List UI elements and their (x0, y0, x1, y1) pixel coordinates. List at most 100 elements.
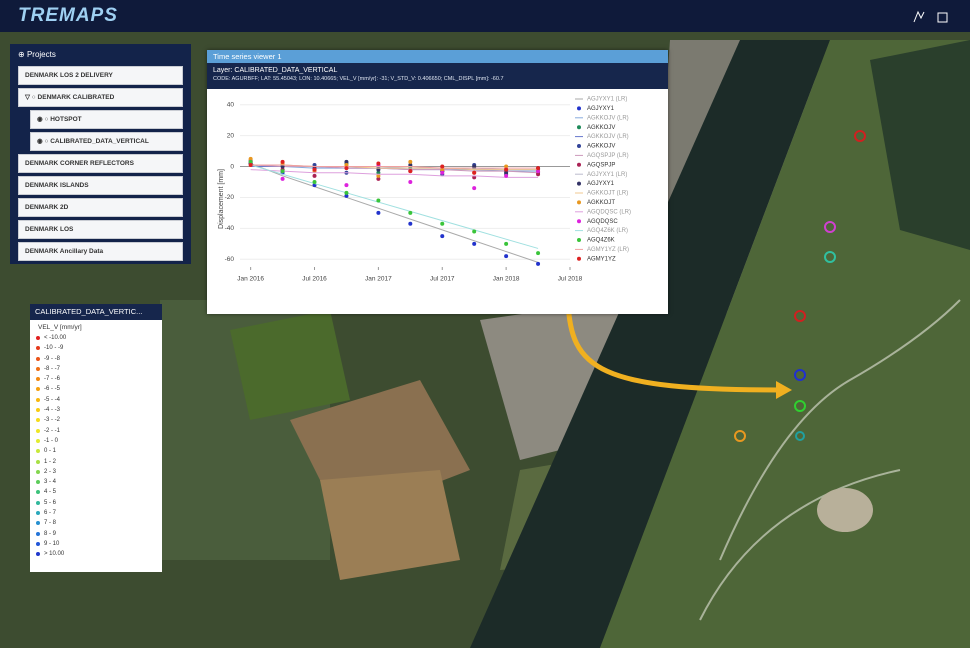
legend-swatch (36, 449, 40, 454)
legend-panel: CALIBRATED_DATA_VERTIC... VEL_V [mm/yr] … (30, 304, 162, 572)
layer-item[interactable]: ◉ ○ HOTSPOT (30, 110, 183, 129)
legend-swatch (36, 428, 40, 433)
legend-class: < -10.00 (30, 333, 162, 343)
data-point (248, 163, 253, 167)
y-tick-label: 40 (227, 101, 235, 108)
map-marker[interactable] (854, 130, 866, 142)
legend-swatch (36, 397, 40, 402)
legend-class: 6 - 7 (30, 508, 162, 518)
legend-unit: VEL_V [mm/yr] (38, 324, 82, 331)
map-marker[interactable] (824, 221, 836, 233)
data-point (504, 170, 509, 175)
data-point (376, 198, 381, 203)
legend-swatch (36, 552, 40, 557)
legend-label: AGKKOJV (587, 125, 615, 131)
legend-class: -4 - -3 (30, 405, 162, 415)
water (870, 40, 970, 250)
legend-label: AGJYXY1 (LR) (587, 97, 627, 103)
project-item[interactable]: DENMARK LOS 2 DELIVERY (18, 66, 183, 85)
legend-class: -7 - -6 (30, 374, 162, 384)
legend-swatch (36, 511, 40, 516)
legend-label: < -10.00 (44, 335, 67, 341)
map-marker[interactable] (734, 430, 746, 442)
legend-label: -5 - -4 (44, 396, 61, 403)
sand (817, 488, 873, 532)
toolbar-icons (913, 10, 948, 23)
project-item[interactable]: ▽ ○ DENMARK CALIBRATED (18, 88, 183, 107)
legend-class: -3 - -2 (30, 415, 162, 425)
legend-swatch (577, 125, 581, 130)
legend-swatch (36, 438, 40, 443)
icon[interactable] (937, 12, 948, 23)
y-axis-label: Displacement [mm] (218, 169, 225, 229)
data-point (408, 169, 413, 174)
legend-swatch (36, 408, 40, 413)
project-item[interactable]: DENMARK 2D (18, 198, 183, 217)
projects-panel: ⊕ Projects DENMARK LOS 2 DELIVERY ▽ ○ DE… (10, 44, 191, 264)
legend-swatch (36, 521, 40, 526)
data-point (344, 159, 349, 164)
legend-label: -1 - 0 (44, 437, 59, 444)
legend-label: 5 - 6 (44, 499, 57, 506)
data-point (376, 173, 381, 178)
map-marker[interactable] (795, 431, 805, 441)
regression-line (250, 169, 539, 178)
legend-swatch (577, 256, 581, 261)
map-marker[interactable] (794, 310, 806, 322)
data-point (472, 170, 477, 175)
top-bar: TREMAPS (0, 0, 970, 32)
chart: Displacement [mm] 40 20 0 -20 -40 -60 Jan 2016… (218, 97, 631, 283)
icon[interactable] (913, 10, 925, 23)
legend-class: 8 - 9 (30, 529, 162, 539)
y-tick-label: -20 (225, 194, 235, 201)
land (600, 40, 970, 648)
legend-label: -8 - -7 (44, 365, 61, 372)
x-tick-label: Jan 2017 (365, 276, 392, 283)
legend-classes: < -10.00 -10 - -9 -9 - -8 -8 - -7 -7 - -6 -6 … (30, 333, 162, 560)
legend-label: 6 - 7 (44, 510, 57, 517)
y-tick-label: -60 (225, 256, 235, 263)
legend-swatch (36, 387, 40, 392)
data-point (248, 159, 253, 164)
legend-label: -7 - -6 (44, 376, 61, 383)
data-point (536, 166, 541, 171)
map-marker[interactable] (794, 400, 806, 412)
data-point (248, 156, 253, 161)
data-point (376, 176, 381, 181)
legend-class: 9 - 10 (30, 539, 162, 549)
legend-label: 3 - 4 (44, 479, 57, 486)
data-point (504, 164, 509, 169)
x-tick-label: Jan 2016 (237, 276, 264, 283)
layer-item[interactable]: ◉ ○ CALIBRATED_DATA_VERTICAL (30, 132, 183, 151)
legend-label: > 10.00 (44, 551, 65, 558)
map-marker[interactable] (794, 369, 806, 381)
data-point (312, 180, 317, 184)
legend-title: CALIBRATED_DATA_VERTIC... (30, 304, 162, 320)
legend-swatch (36, 531, 40, 536)
data-point (408, 180, 413, 184)
legend-label: AGJYXY1 (587, 181, 615, 187)
project-item[interactable]: DENMARK LOS (18, 220, 183, 239)
project-item[interactable]: DENMARK CORNER REFLECTORS (18, 154, 183, 173)
path (699, 469, 901, 621)
legend-class: 5 - 6 (30, 498, 162, 508)
project-item[interactable]: DENMARK ISLANDS (18, 176, 183, 195)
legend-label: 4 - 5 (44, 489, 57, 496)
project-item[interactable]: DENMARK Ancillary Data (18, 242, 183, 261)
legend-class: 1 - 2 (30, 457, 162, 467)
legend-class: 0 - 1 (30, 446, 162, 456)
legend-swatch (36, 366, 40, 371)
data-point (280, 169, 285, 174)
legend-swatch (577, 162, 581, 167)
logo[interactable]: TREMAPS (18, 5, 118, 26)
legend-class: -10 - -9 (30, 343, 162, 353)
window-title[interactable]: Time series viewer 1 (207, 50, 668, 63)
legend-swatch (577, 200, 581, 205)
legend-class: 4 - 5 (30, 487, 162, 497)
map-marker[interactable] (824, 251, 836, 263)
legend-swatch (577, 219, 581, 224)
legend-label: AGKKOJT (587, 200, 615, 206)
data-point (376, 167, 381, 172)
layer-name: Layer: CALIBRATED_DATA_VERTICAL (213, 67, 338, 74)
legend-label: AGQ4Z6K (LR) (587, 228, 628, 234)
